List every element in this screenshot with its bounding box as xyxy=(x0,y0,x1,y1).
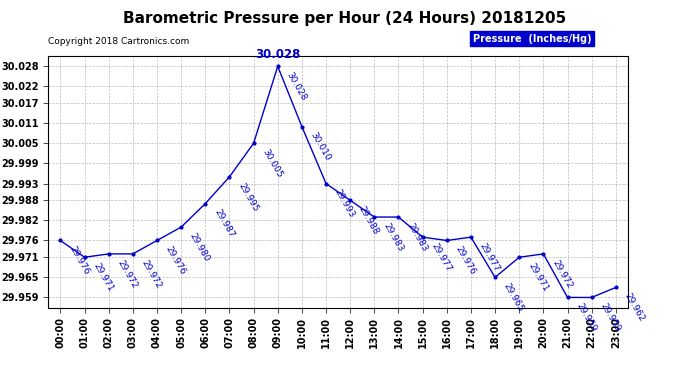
Text: Barometric Pressure per Hour (24 Hours) 20181205: Barometric Pressure per Hour (24 Hours) … xyxy=(124,11,566,26)
Text: 30.005: 30.005 xyxy=(261,147,284,179)
Text: 29.972: 29.972 xyxy=(551,258,574,290)
Text: 29.959: 29.959 xyxy=(599,302,622,333)
Text: 30.010: 30.010 xyxy=(309,131,333,163)
Text: 29.976: 29.976 xyxy=(164,244,188,276)
Text: 29.988: 29.988 xyxy=(357,204,381,236)
Text: 30.028: 30.028 xyxy=(285,70,308,102)
Text: 29.980: 29.980 xyxy=(188,231,212,263)
Text: 29.976: 29.976 xyxy=(68,244,91,276)
Text: 30.028: 30.028 xyxy=(255,48,300,61)
Text: 29.972: 29.972 xyxy=(116,258,139,290)
Text: 29.976: 29.976 xyxy=(454,244,477,276)
Text: Pressure  (Inches/Hg): Pressure (Inches/Hg) xyxy=(473,34,591,44)
Text: 29.995: 29.995 xyxy=(237,181,260,213)
Text: 29.993: 29.993 xyxy=(333,188,357,219)
Text: 29.959: 29.959 xyxy=(575,302,598,333)
Text: 29.972: 29.972 xyxy=(140,258,164,290)
Text: 29.971: 29.971 xyxy=(92,261,115,293)
Text: 29.983: 29.983 xyxy=(382,221,405,253)
Text: 29.983: 29.983 xyxy=(406,221,429,253)
Text: Copyright 2018 Cartronics.com: Copyright 2018 Cartronics.com xyxy=(48,38,190,46)
Text: 29.977: 29.977 xyxy=(478,242,502,273)
Text: 29.987: 29.987 xyxy=(213,208,236,240)
Text: 29.971: 29.971 xyxy=(526,261,550,293)
Text: 29.965: 29.965 xyxy=(502,282,526,313)
Text: 29.977: 29.977 xyxy=(430,242,453,273)
Text: 29.962: 29.962 xyxy=(623,292,647,323)
